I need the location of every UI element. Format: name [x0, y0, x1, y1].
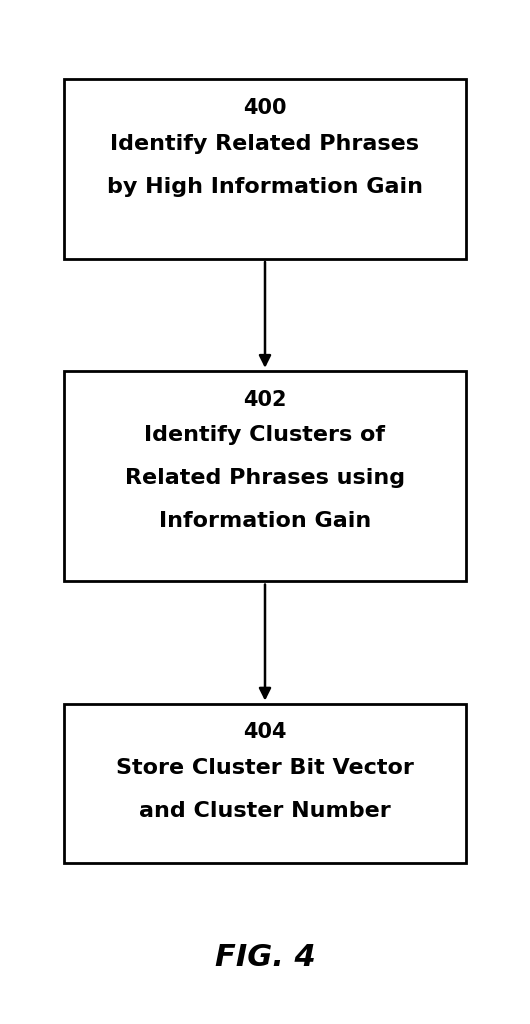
Bar [64, 705, 466, 862]
Text: and Cluster Number: and Cluster Number [139, 802, 391, 821]
Bar [64, 80, 466, 259]
Text: 400: 400 [243, 98, 287, 118]
Text: Related Phrases using: Related Phrases using [125, 469, 405, 488]
Text: Identify Related Phrases: Identify Related Phrases [110, 134, 420, 154]
Text: 404: 404 [243, 723, 287, 742]
Text: Identify Clusters of: Identify Clusters of [145, 426, 385, 445]
Text: Information Gain: Information Gain [159, 511, 371, 531]
Bar [64, 371, 466, 581]
Text: by High Information Gain: by High Information Gain [107, 177, 423, 197]
Text: 402: 402 [243, 389, 287, 410]
Text: Store Cluster Bit Vector: Store Cluster Bit Vector [116, 758, 414, 778]
Text: FIG. 4: FIG. 4 [215, 943, 315, 972]
